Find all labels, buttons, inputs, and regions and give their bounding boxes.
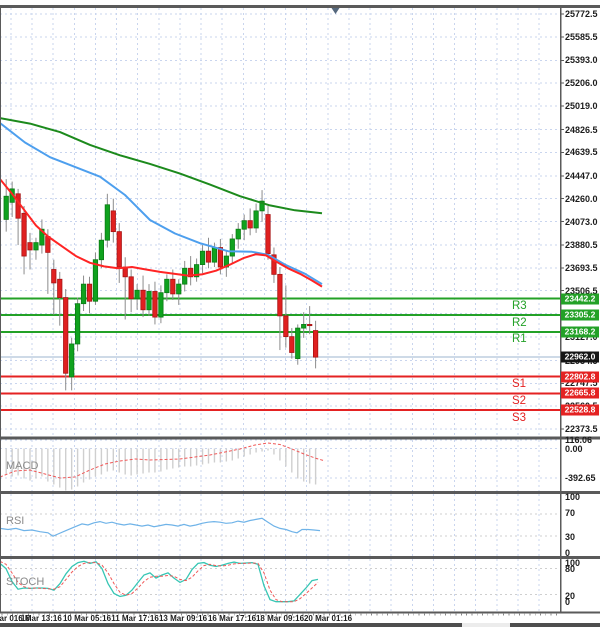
candle — [211, 247, 218, 263]
candle — [259, 200, 265, 212]
macd-signal-line — [0, 442, 326, 479]
candle — [98, 239, 104, 261]
candle — [158, 292, 164, 318]
rsi-line — [0, 517, 321, 537]
candle — [134, 289, 140, 300]
candle — [152, 291, 158, 318]
candle — [140, 289, 146, 311]
candle — [170, 278, 176, 295]
candle — [86, 283, 93, 302]
rsi-panel-label: RSI — [6, 515, 25, 527]
candle — [277, 273, 283, 317]
candle — [289, 336, 295, 353]
candle — [104, 204, 110, 241]
candle — [205, 250, 212, 263]
candle — [45, 236, 51, 253]
candle — [193, 264, 200, 278]
candle — [241, 220, 247, 230]
stoch-k-line — [0, 560, 319, 603]
candle — [33, 242, 39, 251]
candle — [21, 212, 27, 257]
candle — [188, 267, 194, 278]
candle — [247, 220, 253, 229]
candle — [176, 283, 182, 295]
ma-mid-line — [0, 122, 323, 285]
macd-panel-label: MACD — [6, 460, 39, 472]
candle — [253, 210, 259, 229]
candle — [271, 254, 277, 275]
candle — [116, 231, 122, 268]
candle — [39, 228, 45, 246]
candle — [199, 250, 206, 265]
candle — [265, 214, 271, 255]
candle — [3, 195, 9, 220]
candle — [307, 324, 313, 327]
candle — [69, 343, 75, 378]
candle — [110, 210, 116, 233]
ma-slow-line — [0, 117, 323, 215]
horizontal-scrollbar[interactable] — [0, 623, 600, 627]
candle — [27, 242, 33, 251]
candle — [217, 247, 223, 268]
candle — [229, 238, 235, 257]
candle — [15, 193, 21, 219]
scrollbar-thumb[interactable] — [462, 623, 510, 627]
candle — [146, 291, 152, 311]
candle — [164, 278, 170, 294]
candle — [80, 283, 87, 305]
candle — [57, 278, 63, 298]
candle — [63, 297, 69, 374]
candle — [75, 303, 81, 345]
stoch-d-line — [0, 560, 319, 603]
candle — [283, 315, 289, 338]
stoch-panel-label: STOCH — [6, 576, 45, 588]
time-marker-icon — [331, 8, 340, 14]
ma-fast-line — [0, 178, 323, 288]
candle — [92, 259, 99, 302]
candle — [295, 327, 301, 360]
candle — [51, 269, 57, 284]
candle — [235, 228, 241, 240]
candle — [312, 330, 319, 358]
candle — [301, 324, 307, 329]
candle — [128, 276, 134, 300]
